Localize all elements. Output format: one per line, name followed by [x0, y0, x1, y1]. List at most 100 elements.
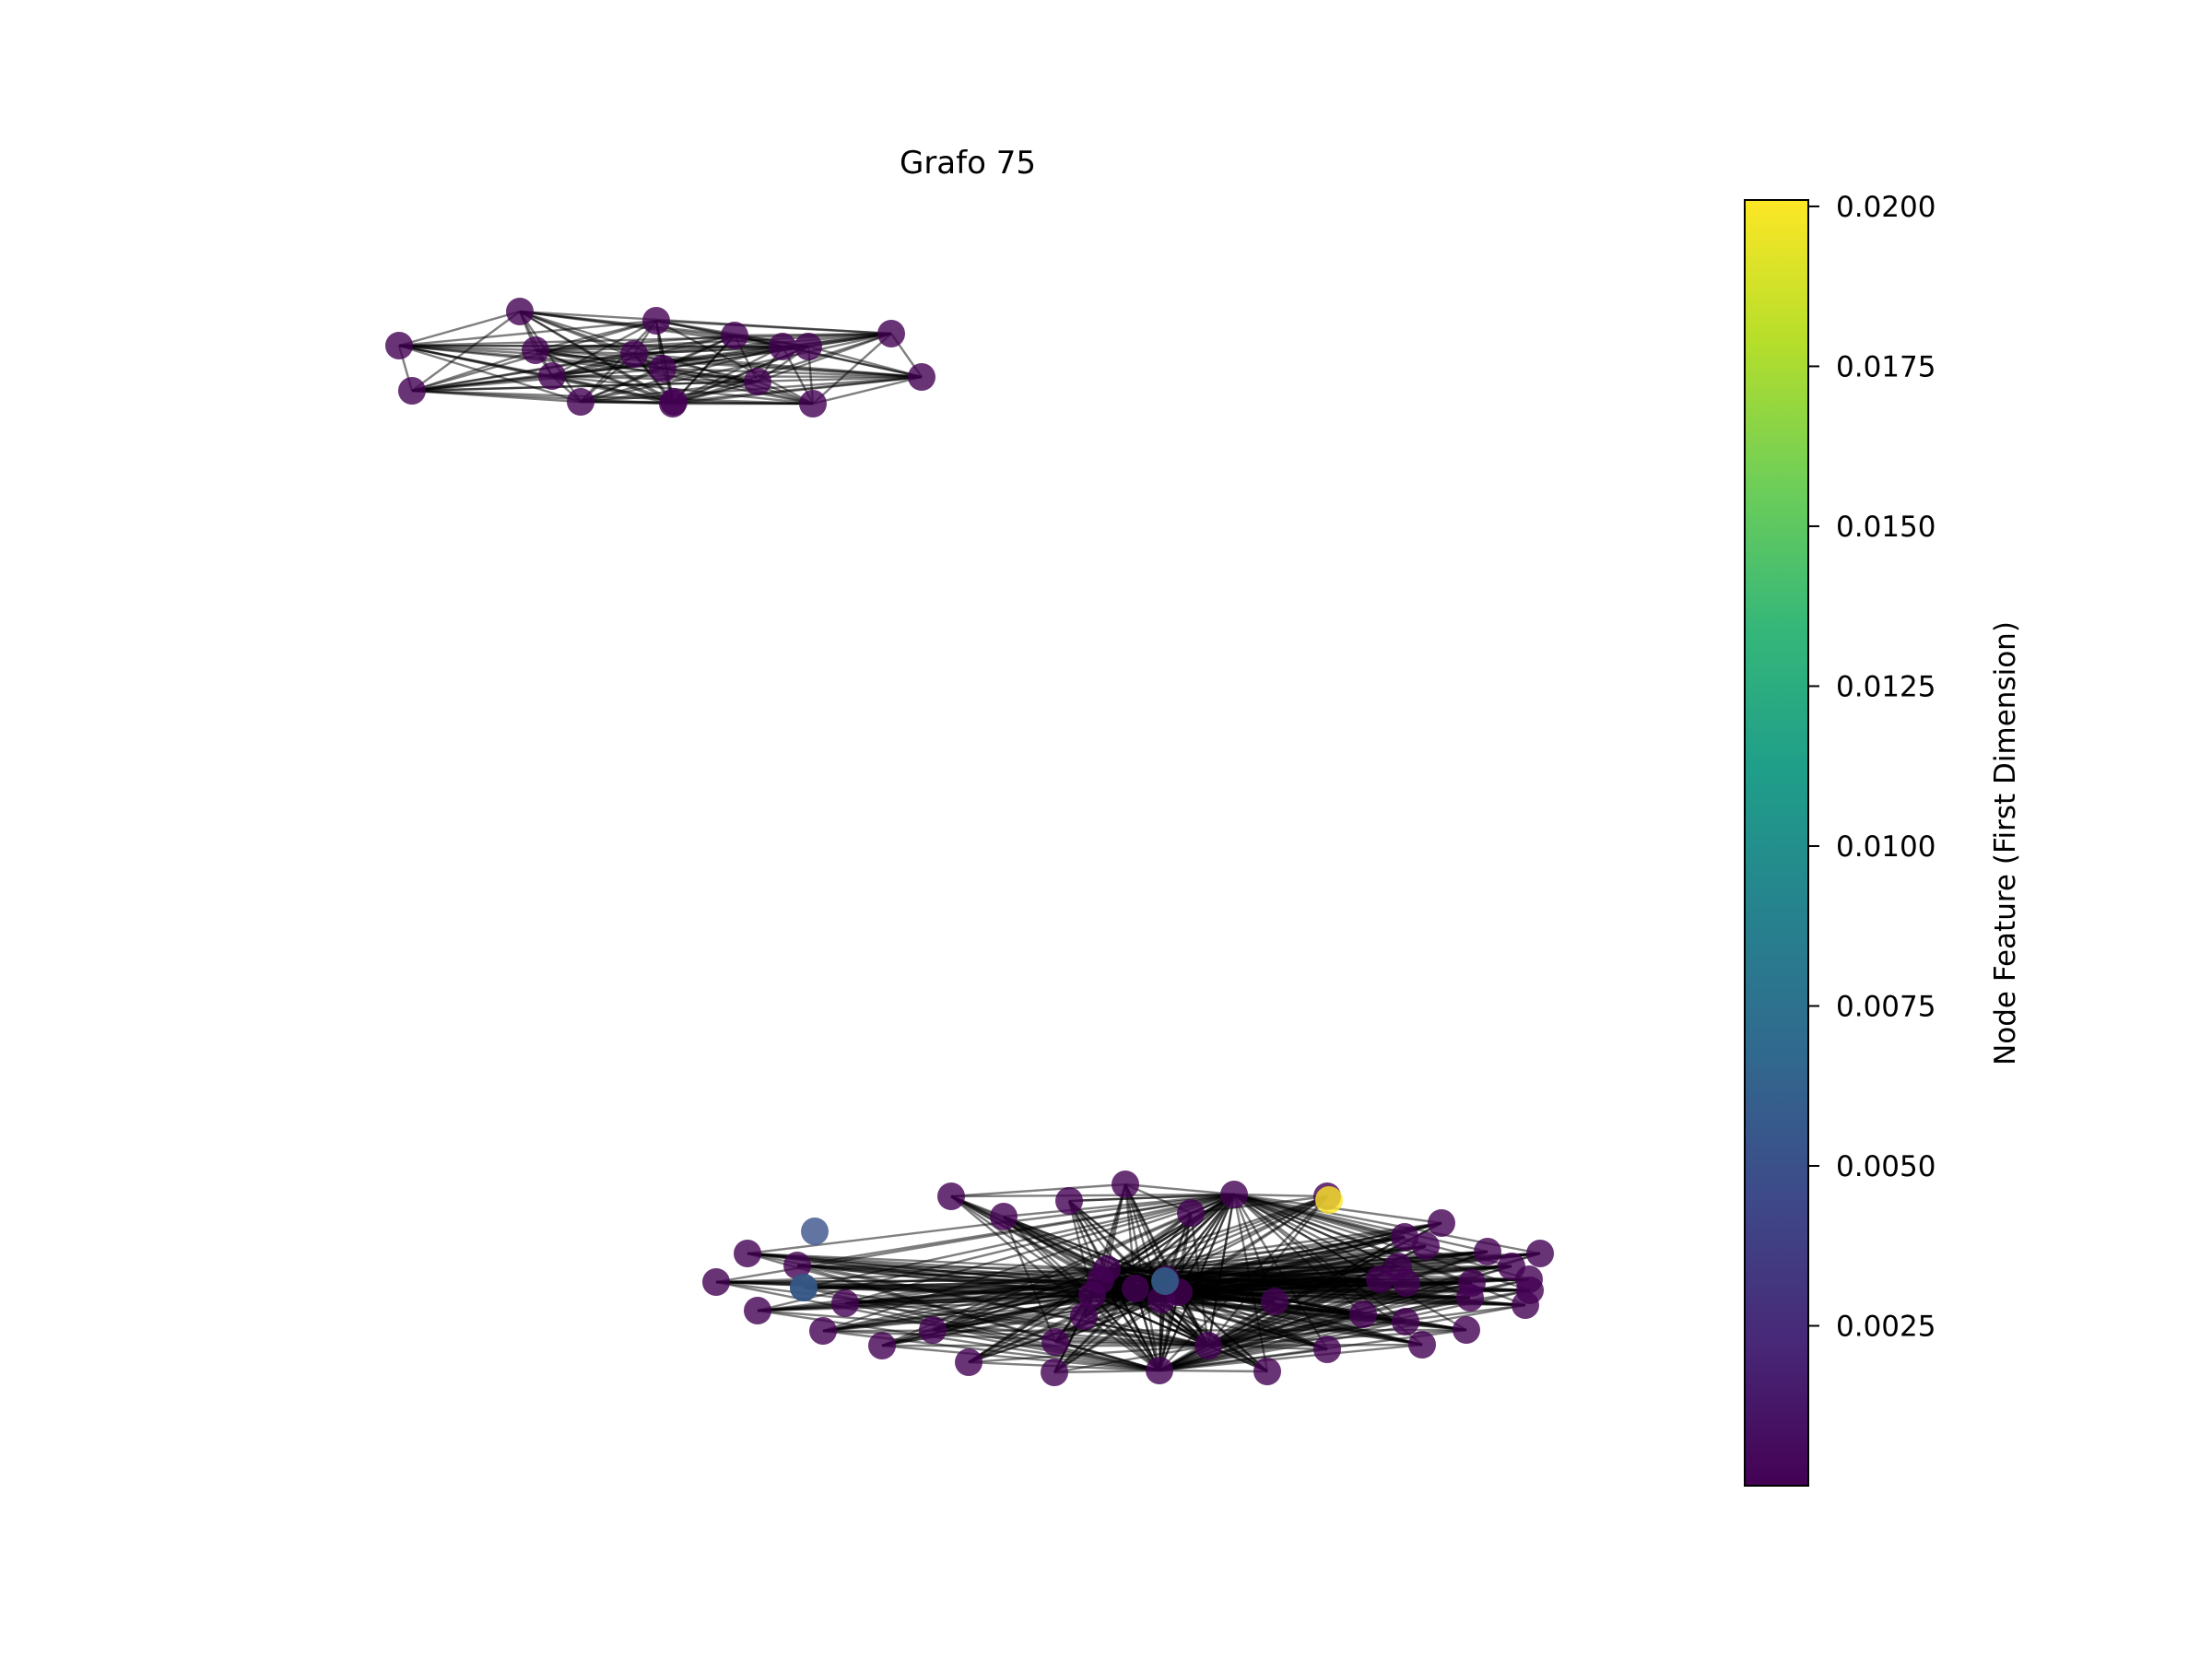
colorbar-tick-label: 0.0100 — [1836, 830, 1936, 864]
colorbar-tick-label: 0.0075 — [1836, 990, 1936, 1023]
graph-node — [1041, 1328, 1069, 1356]
graph-node — [1391, 1223, 1418, 1251]
edge — [535, 332, 892, 352]
edge — [580, 400, 674, 406]
edge — [1053, 1369, 1160, 1374]
colorbar-tick-label: 0.0175 — [1836, 350, 1936, 383]
edge — [1068, 1200, 1167, 1280]
graph-node — [1526, 1240, 1554, 1267]
graph-node — [783, 1252, 811, 1279]
graph-node — [955, 1348, 982, 1376]
edge — [1083, 1194, 1235, 1317]
colorbar-gradient — [1744, 199, 1809, 1487]
edge — [807, 332, 892, 348]
graph-node — [1078, 1281, 1106, 1309]
edge — [950, 1193, 1235, 1198]
graph-node — [769, 333, 796, 360]
graph-node — [1112, 1171, 1139, 1198]
graph-node — [1313, 1335, 1341, 1363]
edge — [1233, 1193, 1381, 1281]
graph-node — [744, 368, 771, 395]
colorbar-ticks: 0.0200 0.0175 0.0150 0.0125 0.0100 0.0075 0.00… — [1808, 191, 1936, 1343]
edge — [1068, 1193, 1235, 1203]
edge — [1054, 1340, 1209, 1347]
edge — [1002, 1216, 1057, 1343]
edge — [932, 1328, 1209, 1347]
graph-node — [1070, 1302, 1098, 1330]
edge — [580, 320, 657, 403]
graph-node — [919, 1316, 947, 1344]
colorbar-tick-label: 0.0150 — [1836, 511, 1936, 544]
edge — [1206, 1194, 1236, 1347]
edge — [1190, 1194, 1328, 1215]
chart-title: Grafo 75 — [900, 145, 1036, 182]
edge — [1233, 1194, 1406, 1323]
edge — [803, 1286, 1209, 1347]
graph-node — [799, 390, 827, 418]
colorbar-tick-label: 0.0025 — [1836, 1310, 1936, 1343]
graph-node — [937, 1182, 965, 1210]
edge — [672, 375, 923, 406]
graph-node — [1408, 1331, 1436, 1359]
colorbar-tick-label: 0.0050 — [1836, 1150, 1936, 1183]
edge — [580, 345, 783, 404]
graph-node — [1041, 1359, 1068, 1386]
edge — [672, 332, 892, 406]
graph-node — [385, 332, 413, 359]
graph-node — [1366, 1265, 1394, 1293]
graph-node — [398, 377, 426, 405]
graph-node — [1412, 1232, 1440, 1260]
graph-node — [1261, 1288, 1288, 1315]
graph-node — [1453, 1316, 1480, 1344]
edge — [662, 367, 923, 379]
graph-node — [794, 333, 822, 360]
edge — [757, 1193, 1235, 1312]
edge-layer — [397, 310, 1541, 1374]
edge — [950, 1182, 1126, 1198]
edge — [1053, 1344, 1209, 1374]
graph-node — [538, 362, 566, 390]
graph-node — [990, 1203, 1018, 1230]
graph-node — [877, 320, 905, 347]
edge — [822, 1193, 1235, 1333]
graph-node — [1456, 1284, 1484, 1312]
edge — [1232, 1194, 1269, 1372]
graph-node — [734, 1240, 761, 1267]
graph-node — [1428, 1209, 1455, 1237]
edge — [411, 311, 521, 392]
graph-node — [721, 322, 748, 349]
graph-node — [620, 340, 648, 368]
edge — [757, 1309, 1209, 1347]
edge — [812, 375, 923, 406]
graph-node — [1146, 1357, 1173, 1384]
graph-node-highlight — [790, 1274, 818, 1301]
edge — [1124, 1182, 1235, 1196]
edge — [1158, 1194, 1236, 1371]
edge — [1233, 1194, 1364, 1315]
edge — [1178, 1250, 1488, 1294]
graph-node — [1177, 1199, 1205, 1227]
edge — [1233, 1193, 1328, 1198]
graph-node — [1516, 1277, 1544, 1304]
graph-node — [744, 1297, 771, 1324]
edge — [747, 1193, 1235, 1255]
graph-node — [1392, 1308, 1419, 1335]
colorbar: 0.0200 0.0175 0.0150 0.0125 0.0100 0.0075 0.00… — [1744, 191, 2022, 1487]
edge — [1233, 1193, 1530, 1281]
graph-node — [642, 307, 670, 335]
graph-node — [1474, 1238, 1501, 1265]
edge — [398, 310, 521, 347]
graph-node — [522, 336, 549, 364]
graph-node — [567, 388, 594, 416]
edge — [1232, 1194, 1329, 1350]
graph-node-highlight — [1315, 1186, 1343, 1214]
network-plot — [385, 298, 1554, 1386]
graph-node — [1349, 1300, 1377, 1328]
edge — [812, 333, 892, 405]
graph-node — [659, 390, 687, 418]
edge — [796, 1264, 1209, 1347]
edge — [844, 1193, 1235, 1305]
colorbar-tick-label: 0.0125 — [1836, 670, 1936, 703]
edge — [807, 345, 923, 379]
graph-node — [1253, 1358, 1281, 1385]
